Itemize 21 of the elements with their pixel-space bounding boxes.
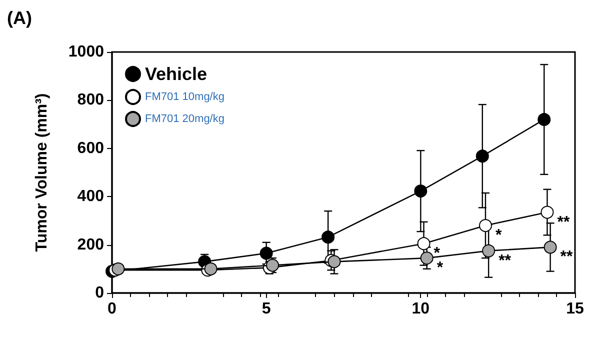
- y-tick-label: 800: [77, 92, 104, 109]
- y-tick-label: 0: [95, 284, 104, 302]
- y-tick-label: 400: [77, 188, 104, 206]
- y-tick-label: 200: [77, 236, 104, 254]
- y-tick-label: 600: [77, 140, 104, 157]
- chart-title: (A): [7, 8, 32, 28]
- y-axis-title: Tumor Volume (mm³): [34, 93, 50, 252]
- annotation: **: [498, 252, 512, 270]
- legend-label: FM701 10mg/kg: [145, 91, 224, 103]
- x-tick-label: 0: [108, 300, 117, 318]
- annotation: *: [436, 260, 444, 277]
- x-tick-label: 10: [412, 300, 430, 318]
- annotation: *: [495, 227, 502, 244]
- legend-label: FM701 20mg/kg: [145, 113, 224, 125]
- annotation: **: [560, 248, 574, 266]
- y-tick-label: 1000: [68, 44, 104, 60]
- legend-label: Vehicle: [145, 64, 208, 84]
- x-tick-label: 15: [566, 300, 584, 318]
- annotation: **: [557, 214, 570, 231]
- annotation: *: [434, 245, 441, 262]
- x-tick-label: 5: [262, 300, 271, 318]
